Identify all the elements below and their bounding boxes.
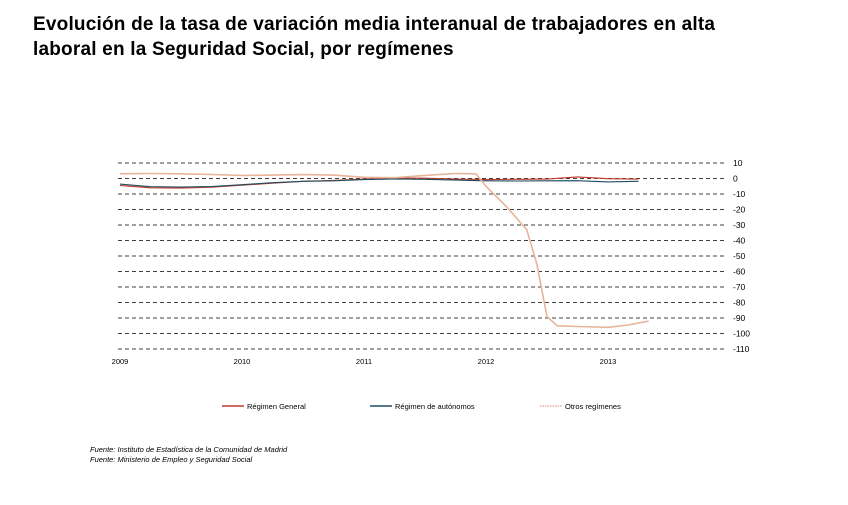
chart-title-line-1: Evolución de la tasa de variación media … [33,14,716,35]
series-line-2 [119,172,649,329]
legend-label-1: Régimen de autónomos [395,402,475,411]
y-tick-label: -90 [733,313,746,323]
y-tick-label: -100 [733,329,750,339]
legend-label-0: Régimen General [247,402,306,411]
y-tick-label: -110 [733,344,750,354]
chart-title: Evolución de la tasa de variación media … [33,12,823,62]
series-line-0 [119,176,639,189]
y-tick-label: -60 [733,267,746,277]
y-tick-label: -80 [733,298,746,308]
y-axis-ticks: 10 0 -10 -20 -30 -40 -50 -60 -70 -80 -90 -100 -110 [733,158,750,354]
sources: Fuente: Instituto de Estadística de la C… [90,445,287,464]
y-tick-label: -70 [733,282,746,292]
y-tick-label: 10 [733,158,743,168]
legend: Régimen General Régimen de autónomos Otros… [222,402,621,411]
x-tick-label: 2013 [600,357,617,366]
x-tick-label: 2009 [112,357,129,366]
x-tick-label: 2011 [356,357,372,366]
series-line-1 [119,178,639,188]
source-line-2: Fuente: Ministerio de Empleo y Seguridad… [90,454,253,464]
legend-label-2: Otros regímenes [565,402,621,411]
y-tick-label: 0 [733,174,738,184]
y-tick-label: -30 [733,220,746,230]
y-tick-label: -50 [733,251,746,261]
source-line-1: Fuente: Instituto de Estadística de la C… [90,445,288,454]
grid [118,162,725,350]
x-tick-label: 2010 [234,357,251,366]
chart-title-line-2: laboral en la Seguridad Social, por regí… [33,39,454,60]
y-tick-label: -20 [733,205,746,215]
x-axis-ticks: 2009 2010 2011 2012 2013 [112,357,617,366]
x-tick-label: 2012 [478,357,495,366]
series-lines [119,172,649,329]
y-tick-label: -40 [733,236,746,246]
y-tick-label: -10 [733,189,746,199]
